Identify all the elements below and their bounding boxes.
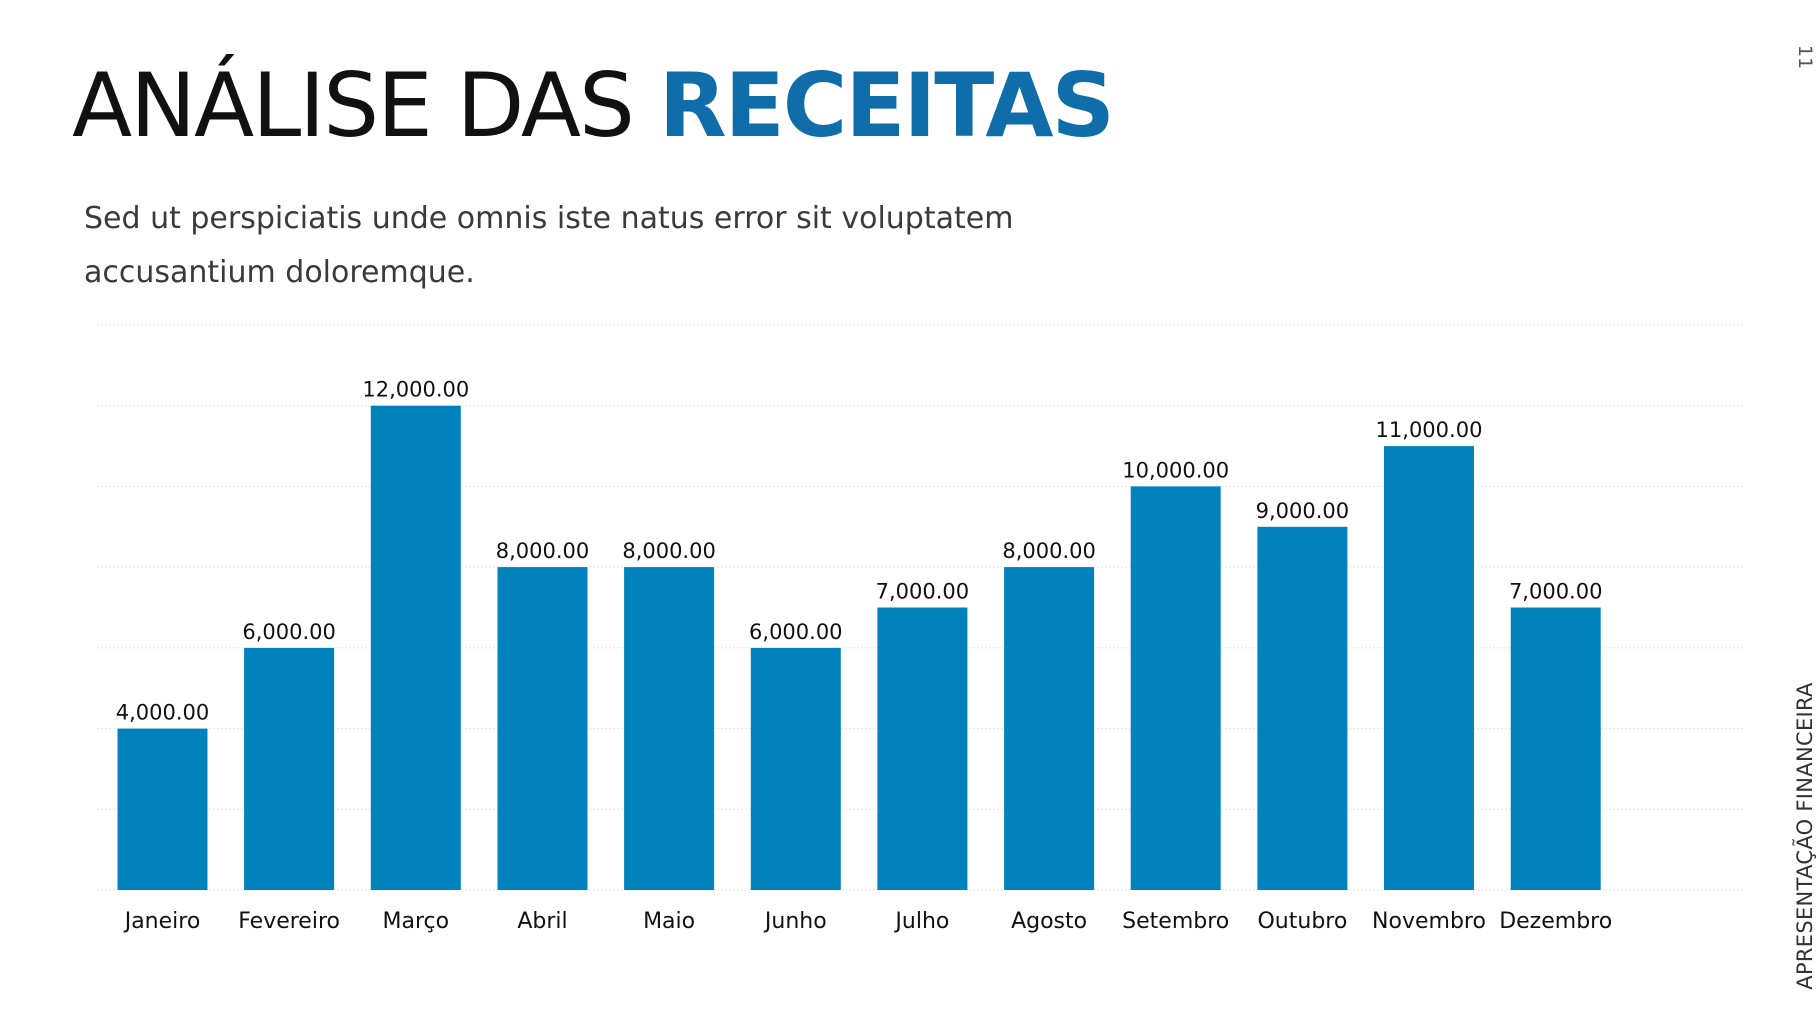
data-labels: 4,000.00 6,000.00 12,000.00 8,000.00 8,000.0…: [116, 378, 1603, 725]
x-tick-label: Julho: [893, 909, 949, 934]
bar-agosto: [1004, 567, 1095, 890]
data-label: 7,000.00: [1509, 580, 1603, 604]
bars: [117, 405, 1601, 890]
data-label: 10,000.00: [1122, 458, 1229, 482]
x-tick-label: Março: [383, 909, 450, 934]
bar-abril: [497, 567, 588, 890]
x-tick-label: Novembro: [1372, 909, 1486, 934]
bar-março: [370, 405, 461, 890]
title-light-part: ANÁLISE DAS: [72, 54, 659, 157]
x-tick-label: Maio: [643, 909, 695, 934]
x-tick-label: Agosto: [1011, 909, 1087, 934]
x-tick-label: Janeiro: [123, 909, 201, 934]
data-label: 11,000.00: [1376, 418, 1483, 442]
bar-maio: [624, 567, 715, 890]
x-tick-label: Dezembro: [1499, 909, 1612, 934]
data-label: 8,000.00: [496, 539, 590, 563]
bar-janeiro: [117, 728, 208, 890]
x-tick-label: Abril: [517, 909, 567, 934]
bar-fevereiro: [244, 647, 335, 890]
bar-novembro: [1384, 446, 1474, 890]
x-tick-label: Outubro: [1257, 909, 1347, 934]
page-title: ANÁLISE DAS RECEITAS: [72, 62, 1115, 150]
data-label: 12,000.00: [362, 378, 469, 402]
subtitle-text: Sed ut perspiciatis unde omnis iste natu…: [84, 201, 1014, 290]
data-label: 7,000.00: [876, 580, 970, 604]
category-tick-labels: Janeiro Fevereiro Março Abril Maio Junho Julho…: [123, 909, 1612, 934]
bar-julho: [877, 607, 968, 890]
bar-setembro: [1130, 486, 1221, 890]
data-label: 6,000.00: [749, 620, 843, 644]
bar-dezembro: [1510, 607, 1601, 890]
bar-junho: [750, 647, 841, 890]
bar-outubro: [1257, 526, 1348, 890]
x-tick-label: Junho: [763, 909, 827, 934]
x-tick-label: Setembro: [1122, 909, 1229, 934]
title-bold-part: RECEITAS: [658, 54, 1115, 157]
data-label: 8,000.00: [622, 539, 716, 563]
data-label: 8,000.00: [1002, 539, 1096, 563]
data-label: 6,000.00: [242, 620, 336, 644]
data-label: 4,000.00: [116, 701, 210, 725]
data-label: 9,000.00: [1256, 499, 1350, 523]
x-tick-label: Fevereiro: [238, 909, 340, 934]
